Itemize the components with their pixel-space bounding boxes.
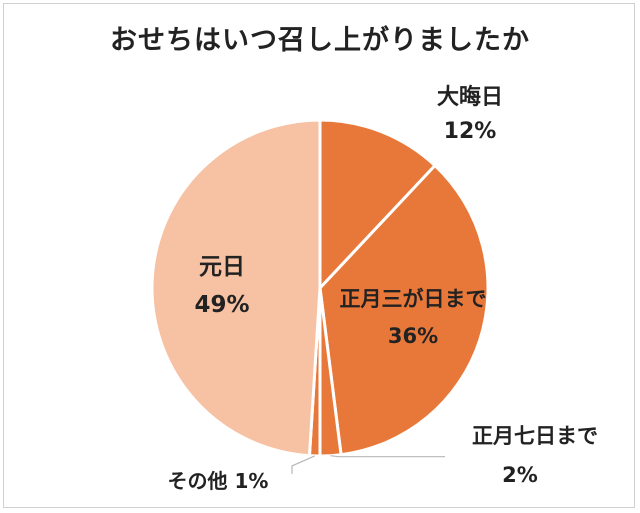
category-label: 大晦日	[437, 84, 503, 110]
value-label: 36%	[388, 324, 438, 348]
chart-title: おせちはいつ召し上がりましたか	[110, 25, 530, 56]
category-label: 正月三が日まで	[340, 287, 487, 311]
pie-slice	[150, 118, 322, 458]
category-label: 正月七日まで	[472, 424, 598, 448]
value-label: 12%	[444, 119, 497, 144]
data-label: その他 1%	[168, 469, 269, 493]
leader-line	[291, 455, 315, 474]
leader-line	[330, 455, 445, 458]
pie-slice	[318, 164, 490, 457]
pie-slice	[318, 118, 437, 290]
value-label: 2%	[502, 463, 538, 487]
value-label: 49%	[194, 292, 249, 318]
category-label: 元日	[199, 254, 245, 280]
